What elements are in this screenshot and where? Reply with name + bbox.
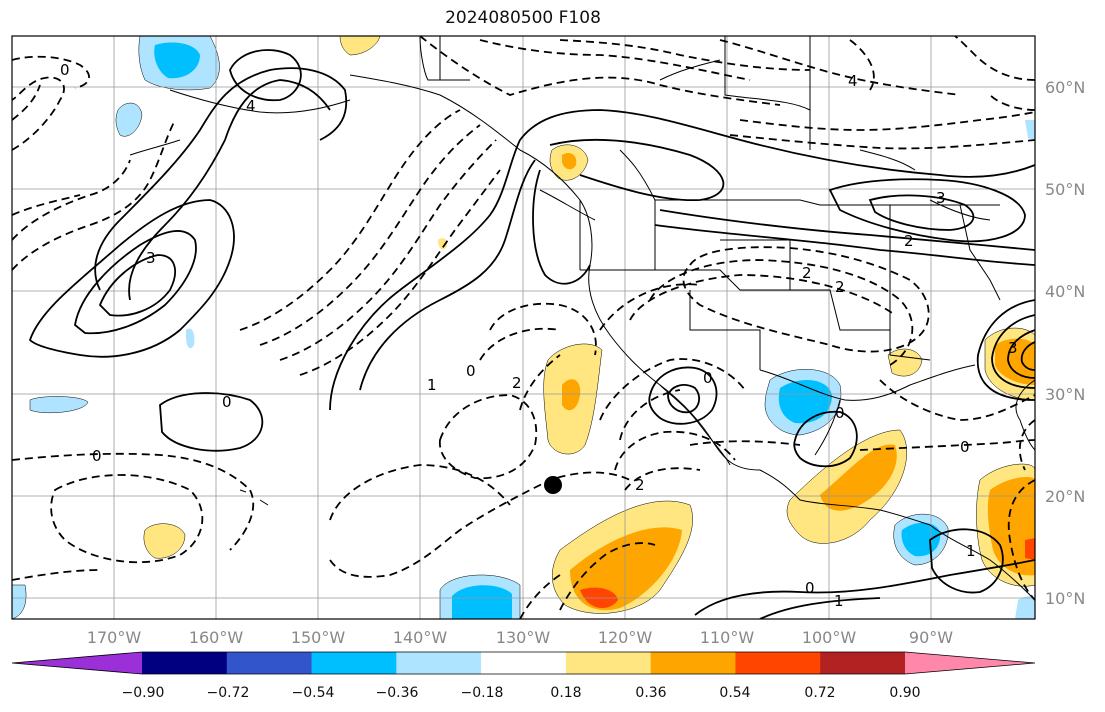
colorbar-tick-label: −0.36 (376, 685, 419, 701)
lon-label: 130°W (496, 628, 551, 647)
lon-label: 100°W (802, 628, 857, 647)
lat-label: 40°N (1045, 282, 1085, 301)
contour-label: 4 (246, 97, 256, 115)
contour-label: 0 (960, 438, 970, 456)
colorbar-bin (820, 652, 906, 674)
contour-label: 0 (835, 404, 845, 422)
colorbar-bin (226, 652, 313, 674)
shade-positive (438, 238, 448, 250)
colorbar-tick-label: 0.36 (635, 685, 666, 701)
colorbar-extend-low (12, 652, 142, 674)
contour-label: 3 (936, 189, 946, 207)
lon-label: 110°W (700, 628, 755, 647)
contour-label: 1 (834, 592, 844, 610)
contour-label: 0 (466, 362, 476, 380)
colorbar-bin (396, 652, 482, 674)
contour-label: 0 (222, 393, 232, 411)
colorbar-tick-label: 0.90 (889, 685, 920, 701)
colorbar-extend-high (905, 652, 1035, 674)
contour-label: 1 (966, 542, 976, 560)
colorbar-bin (650, 652, 736, 674)
contour-label: 1 (427, 376, 437, 394)
colorbar-tick-label: −0.90 (122, 685, 165, 701)
contour-label: 2 (802, 264, 812, 282)
colorbar-bin (565, 652, 652, 674)
colorbar-tick-labels: −0.90 −0.72 −0.54 −0.36 −0.18 0.18 0.36 … (122, 685, 921, 701)
contour-label: 2 (635, 476, 645, 494)
shade-negative (185, 328, 195, 349)
colorbar-bin (735, 652, 821, 674)
black-dot-icon (544, 476, 562, 494)
shade-positive-strong (820, 444, 897, 511)
lon-label: 170°W (87, 628, 142, 647)
shade-negative-strong (778, 379, 832, 424)
shade-positive-strongest (1025, 538, 1035, 560)
colorbar-outline (11, 651, 1036, 675)
contour-label: 3 (1008, 339, 1018, 357)
colorbar-bin (481, 652, 567, 674)
shade-positive (339, 36, 381, 56)
lat-label: 10°N (1045, 589, 1085, 608)
colorbar (11, 651, 1036, 675)
contour-label: 0 (703, 369, 713, 387)
contour-label: 0 (805, 579, 815, 597)
map-panel: 0 0 0 0 0 0 0 0 1 1 1 2 2 2 2 2 3 3 3 4 … (12, 36, 1035, 619)
lon-label: 90°W (909, 628, 953, 647)
lat-label: 50°N (1045, 180, 1085, 199)
lon-label: 160°W (189, 628, 244, 647)
contour-label: 4 (848, 72, 858, 90)
shade-positive-strong (562, 153, 577, 170)
contour-label: 0 (92, 447, 102, 465)
contour-label: 3 (146, 249, 156, 267)
colorbar-tick-label: −0.72 (207, 685, 250, 701)
contour-lines (12, 36, 1035, 619)
map-frame (11, 35, 1036, 620)
longitude-labels: 170°W 160°W 150°W 140°W 130°W 120°W 110°… (87, 628, 953, 647)
lat-label: 30°N (1045, 385, 1085, 404)
colorbar-bin (311, 652, 397, 674)
shade-negative (115, 102, 143, 137)
contour-label: 2 (835, 278, 845, 296)
colorbar-bin (142, 652, 228, 674)
contour-label: 0 (60, 61, 70, 79)
colorbar-tick-label: 0.54 (719, 685, 750, 701)
lon-label: 120°W (598, 628, 653, 647)
shade-negative-strong (154, 42, 200, 79)
lat-label: 20°N (1045, 487, 1085, 506)
shade-negative (1015, 596, 1035, 619)
map-title: 2024080500 F108 (445, 8, 601, 28)
shade-positive-strong (987, 477, 1035, 576)
colorbar-tick-label: −0.54 (292, 685, 335, 701)
shade-negative (29, 396, 89, 414)
latitude-labels: 60°N 50°N 40°N 30°N 20°N 10°N (1045, 78, 1085, 608)
colorbar-tick-label: −0.18 (461, 685, 504, 701)
contour-labels: 0 0 0 0 0 0 0 0 1 1 1 2 2 2 2 2 3 3 3 4 … (60, 61, 1018, 610)
lon-label: 150°W (291, 628, 346, 647)
shade-positive-strong (562, 379, 581, 411)
colorbar-tick-label: 0.18 (550, 685, 581, 701)
contour-label: 2 (512, 374, 522, 392)
shade-negative-strong (452, 585, 512, 619)
colorbar-tick-label: 0.72 (804, 685, 835, 701)
shade-positive (143, 523, 186, 559)
shade-negative (1025, 120, 1035, 140)
lon-label: 140°W (393, 628, 448, 647)
contour-label: 2 (904, 232, 914, 250)
lat-label: 60°N (1045, 78, 1085, 97)
